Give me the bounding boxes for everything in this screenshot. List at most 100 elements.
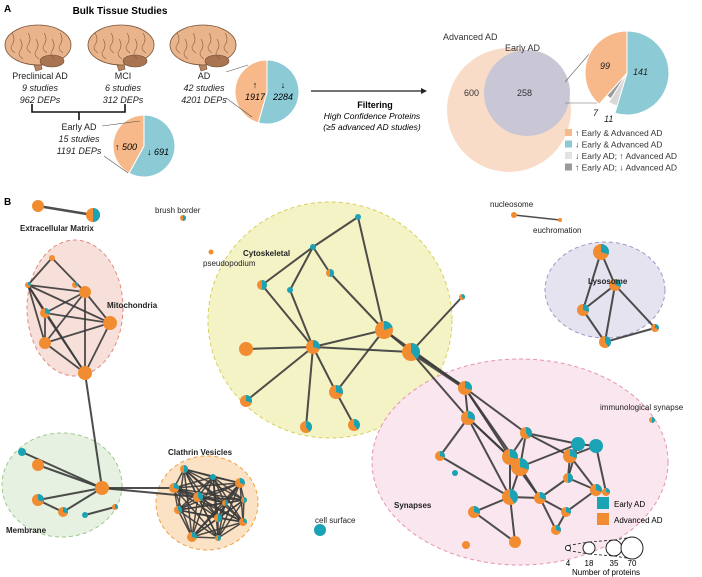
node-early [571, 437, 585, 451]
node-advanced [32, 200, 44, 212]
label-brush-border: brush border [155, 206, 201, 215]
pie-label-11: 11 [604, 114, 613, 124]
network-edge [464, 387, 527, 434]
node-early-wedge [615, 279, 621, 287]
early-up-label: ↑ 500 [115, 142, 137, 152]
size-legend [565, 536, 644, 560]
brain-cerebellum [204, 54, 230, 68]
network-edge [569, 455, 597, 491]
network-node [452, 470, 458, 476]
network-node [180, 215, 186, 221]
venn-overlap-count: 258 [517, 88, 532, 98]
network-node [314, 524, 326, 536]
network-edge [614, 284, 656, 329]
network-node [58, 507, 69, 517]
network-edge [582, 309, 606, 343]
pie-label-99: 99 [600, 61, 610, 71]
network-node [215, 535, 221, 541]
network-edge [197, 496, 245, 501]
node-early-wedge [75, 282, 79, 286]
network-edge [217, 517, 244, 523]
network-edge [289, 246, 314, 291]
node-advanced [511, 212, 517, 218]
size-legend-title: Number of proteins [572, 568, 640, 577]
group-studies: 6 studies [105, 83, 142, 93]
early-deps: 1191 DEPs [57, 146, 102, 156]
network-edge [383, 329, 466, 389]
network-node [239, 518, 248, 526]
node-early-wedge [570, 449, 577, 459]
network-edge [289, 289, 314, 348]
brain-cerebellum [39, 54, 65, 68]
ad-down-label: 2284 [272, 92, 293, 102]
node-early-wedge [510, 449, 518, 460]
network-edge [84, 506, 116, 516]
group-studies: 9 studies [22, 83, 59, 93]
network-edge [312, 216, 359, 248]
brain-fold [141, 32, 147, 54]
ad-down-arrow: ↓ [281, 80, 286, 90]
network-node [326, 269, 334, 277]
network-edge [37, 487, 103, 501]
cluster-label-ecm: Extracellular Matrix [20, 224, 94, 233]
cluster-label-clathrin: Clathrin Vesicles [168, 448, 233, 457]
network-node [468, 506, 480, 518]
legend-label: ↑ Early & Advanced AD [575, 128, 662, 138]
network-edge [224, 502, 244, 523]
node-early-wedge [465, 381, 473, 391]
network-edge [312, 246, 331, 274]
network-node [310, 244, 316, 250]
network-node [210, 474, 216, 480]
network-edge [27, 284, 111, 324]
network-node [257, 280, 267, 290]
network-node [563, 473, 573, 483]
node-early-wedge [583, 304, 589, 312]
early-down-label: ↓ 691 [147, 147, 169, 157]
network-edge [84, 372, 103, 489]
node-advanced [103, 316, 117, 330]
network-node [208, 249, 214, 255]
node-early-wedge [526, 427, 532, 438]
legend-early: Early AD [614, 500, 645, 509]
label-cell-surface: cell surface [315, 516, 356, 525]
pie-slice-141 [614, 30, 670, 116]
cluster-label-cytoskeletal: Cytoskeletal [243, 249, 290, 258]
network-edge [582, 284, 616, 311]
brain-fold [199, 38, 205, 60]
cluster-label-mitochondria: Mitochondria [107, 301, 158, 310]
size-value: 18 [585, 559, 594, 568]
venn-inner-label: Early AD [505, 43, 541, 53]
network-edge [410, 351, 469, 419]
early-name: Early AD [61, 122, 97, 132]
network-edge [595, 445, 607, 493]
network-node [593, 244, 609, 260]
network-edge [191, 517, 219, 538]
node-early-wedge [566, 507, 572, 514]
group-deps: 312 DEPs [103, 95, 144, 105]
network-node [235, 478, 245, 488]
network-node [306, 340, 321, 354]
network-node [95, 481, 109, 495]
network-node [180, 465, 188, 473]
bracket [31, 104, 126, 120]
early-pie [112, 114, 176, 178]
network-node [86, 208, 100, 222]
venn-outer-label: Advanced AD [443, 32, 498, 42]
node-advanced [49, 255, 55, 261]
brain-fold [125, 32, 131, 54]
network-edge [312, 346, 412, 353]
network-edge [27, 257, 53, 286]
node-early-wedge [540, 492, 546, 500]
pie-slice-99 [584, 30, 628, 105]
node-early [18, 448, 26, 456]
network-edge [27, 284, 46, 344]
ad-up-arrow: ↑ [253, 80, 258, 90]
node-early-wedge [411, 343, 420, 360]
size-legend-circle [582, 541, 596, 555]
network-node [589, 439, 603, 453]
network-node [239, 342, 253, 356]
node-advanced [39, 337, 51, 349]
venn-outer-count: 600 [464, 88, 479, 98]
network-node [329, 385, 343, 399]
node-early [589, 439, 603, 453]
